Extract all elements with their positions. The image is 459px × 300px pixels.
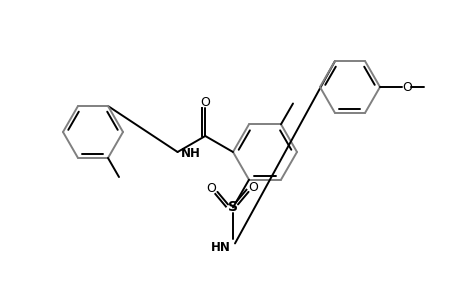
Text: HN: HN [211,242,230,254]
Text: S: S [228,200,237,214]
Text: O: O [401,80,411,94]
Text: NH: NH [180,146,200,160]
Text: O: O [200,95,210,109]
Text: O: O [206,182,216,195]
Text: O: O [248,182,258,194]
